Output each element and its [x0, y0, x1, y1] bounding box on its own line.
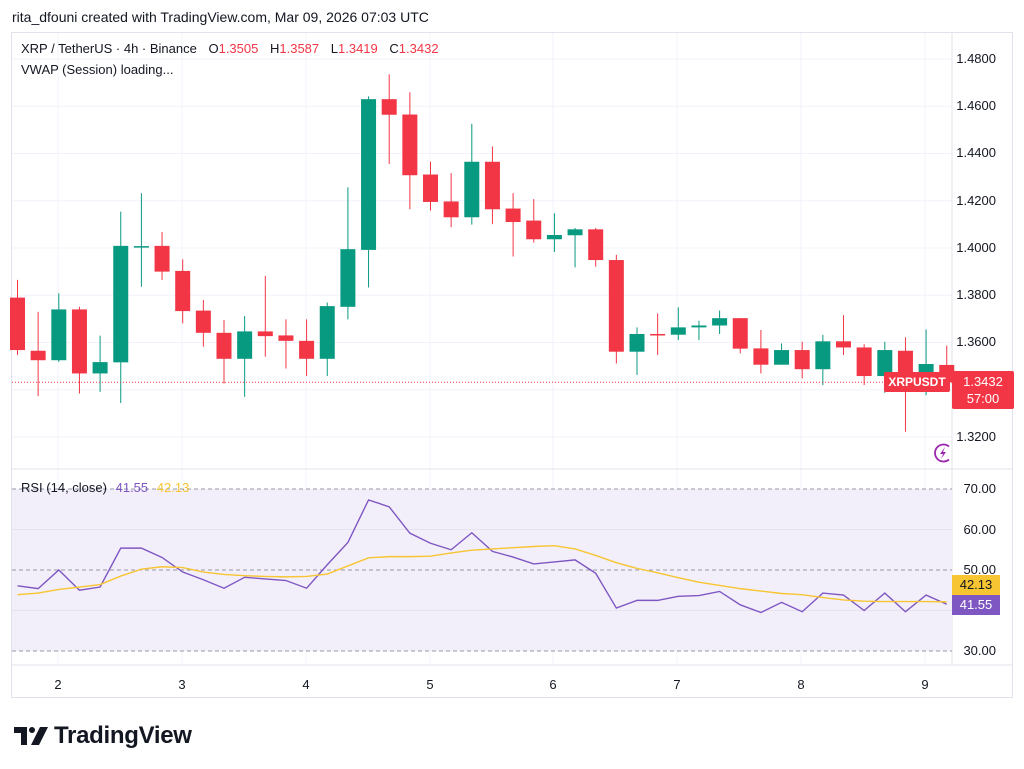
- rsi-value: 41.55: [115, 480, 149, 495]
- symbol-price-tag: XRPUSDT: [884, 372, 950, 392]
- candle: [464, 123, 480, 225]
- candle: [319, 302, 335, 377]
- price-axis-label: 1.4400: [956, 145, 996, 160]
- rsi-label: RSI (14, close): [21, 480, 107, 495]
- candle: [588, 227, 604, 267]
- high-label: H: [269, 41, 280, 56]
- vwap-legend: VWAP (Session) loading...: [21, 62, 174, 77]
- rsi-line: [17, 499, 948, 614]
- time-axis-label: 5: [426, 677, 434, 692]
- candle: [443, 173, 459, 228]
- low-value: 1.3419: [338, 41, 378, 56]
- rsi-ma-tag: 42.13: [952, 575, 1000, 595]
- candle: [10, 279, 25, 356]
- candle: [794, 341, 810, 379]
- candle: [30, 311, 46, 397]
- candle: [133, 193, 149, 287]
- time-axis-label: 2: [54, 677, 62, 692]
- rsi-tag: 41.55: [952, 595, 1000, 615]
- candle: [175, 259, 191, 324]
- price-axis-label: 1.3800: [956, 287, 996, 302]
- rsi-axis-label: 60.00: [963, 522, 996, 537]
- symbol-legend: XRP / TetherUS · 4h · Binance O1.3505 H1…: [21, 41, 439, 56]
- candle: [546, 213, 562, 253]
- rsi-ma-line: [17, 544, 947, 603]
- time-axis-label: 7: [673, 677, 681, 692]
- low-label: L: [330, 41, 338, 56]
- candle: [340, 187, 356, 320]
- candle: [732, 318, 748, 354]
- candle: [113, 211, 129, 403]
- candle: [856, 344, 872, 386]
- candle: [526, 199, 542, 243]
- candle: [402, 92, 418, 210]
- close-value: 1.3432: [398, 41, 439, 56]
- open-label: O: [208, 41, 219, 56]
- candle: [423, 161, 438, 211]
- tradingview-logo-icon: [14, 727, 48, 745]
- candle: [505, 193, 521, 257]
- close-label: C: [389, 41, 399, 56]
- lightning-icon[interactable]: [932, 442, 954, 464]
- rsi-legend: RSI (14, close) 41.55 42.13: [21, 480, 189, 495]
- time-axis-label: 6: [549, 677, 557, 692]
- candle: [154, 231, 170, 280]
- price-axis-label: 1.3600: [956, 334, 996, 349]
- candle: [278, 319, 294, 369]
- candle: [567, 227, 583, 268]
- rsi-ma-value: 42.13: [156, 480, 190, 495]
- price-axis-label: 1.4200: [956, 193, 996, 208]
- chart-credit: rita_dfouni created with TradingView.com…: [12, 9, 429, 25]
- candle: [753, 329, 769, 374]
- price-axis-label: 1.4600: [956, 98, 996, 113]
- candle: [237, 316, 253, 397]
- bar-countdown: 57:00: [966, 391, 1000, 406]
- candle: [815, 334, 831, 386]
- symbol-title: XRP / TetherUS · 4h · Binance: [21, 41, 197, 56]
- open-value: 1.3505: [218, 41, 259, 56]
- candle: [691, 320, 707, 341]
- price-axis-label: 1.3200: [956, 429, 996, 444]
- candle: [836, 315, 851, 356]
- time-axis-label: 9: [921, 677, 929, 692]
- candle: [299, 319, 315, 377]
- candle: [670, 307, 686, 341]
- candle: [629, 327, 645, 375]
- candle: [216, 320, 232, 384]
- rsi-axis-label: 70.00: [963, 481, 996, 496]
- last-price-tag: 1.3432 57:00: [952, 371, 1014, 409]
- last-price-value: 1.3432: [963, 374, 1003, 389]
- tradingview-logo: TradingView: [14, 722, 192, 750]
- price-axis-label: 1.4000: [956, 240, 996, 255]
- candle: [774, 343, 790, 365]
- candle: [361, 96, 377, 288]
- candle: [71, 306, 87, 394]
- time-axis-label: 4: [302, 677, 310, 692]
- candle: [92, 335, 108, 392]
- high-value: 1.3587: [279, 41, 320, 56]
- price-axis-label: 1.4800: [956, 51, 996, 66]
- candle: [484, 146, 500, 225]
- time-axis-label: 8: [797, 677, 805, 692]
- candle: [51, 293, 67, 362]
- rsi-axis-label: 50.00: [963, 562, 996, 577]
- candle: [608, 254, 624, 364]
- candle: [195, 299, 211, 347]
- rsi-axis-label: 30.00: [963, 643, 996, 658]
- candle: [650, 313, 666, 356]
- candle: [712, 310, 728, 334]
- candle: [381, 74, 397, 164]
- tradingview-logo-text: TradingView: [54, 722, 192, 749]
- time-axis-label: 3: [178, 677, 186, 692]
- candle: [257, 275, 273, 357]
